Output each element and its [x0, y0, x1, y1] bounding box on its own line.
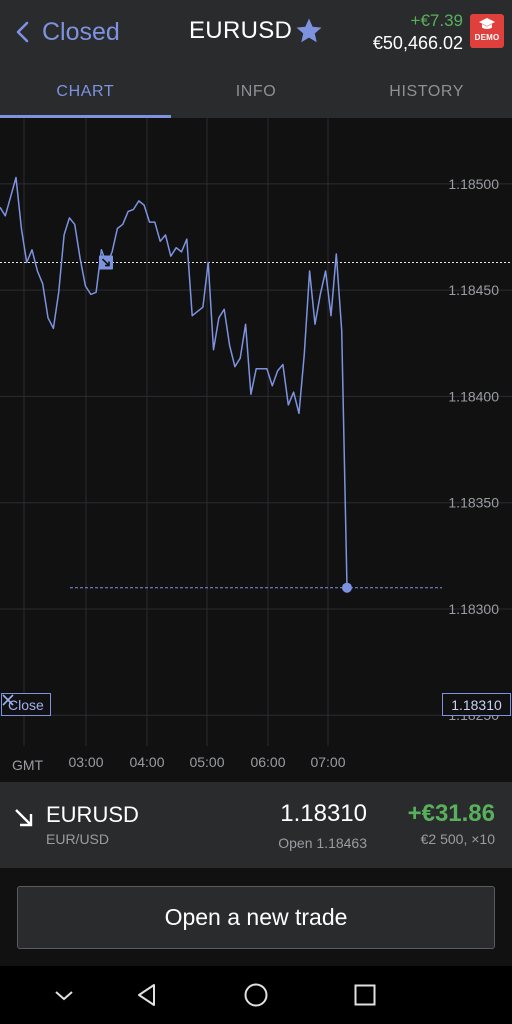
position-pl: +€31.86: [407, 800, 495, 827]
close-label: Close: [8, 696, 44, 713]
y-tick-label: 1.18500: [448, 176, 499, 192]
x-tick-label: 05:00: [189, 754, 224, 770]
position-symbol: EURUSD: [46, 802, 139, 827]
open-new-trade-button[interactable]: Open a new trade: [17, 886, 495, 949]
sell-direction-icon: [12, 806, 36, 830]
y-tick-label: 1.18350: [448, 495, 499, 511]
demo-label: DEMO: [474, 33, 500, 42]
x-tick-label: 03:00: [68, 754, 103, 770]
tab-chart[interactable]: CHART: [0, 66, 171, 118]
position-open-price: Open 1.18463: [278, 835, 367, 851]
x-tick-label: 07:00: [310, 754, 345, 770]
tab-bar: CHART INFO HISTORY: [0, 66, 512, 118]
price-series-line: [0, 176, 348, 588]
y-tick-label: 1.18450: [448, 282, 499, 298]
timezone-label: GMT: [12, 757, 44, 773]
account-balance: €50,466.02: [372, 33, 463, 53]
close-position-button[interactable]: Close: [1, 693, 51, 716]
trade-area: Open a new trade: [0, 868, 512, 966]
nav-home-icon[interactable]: [243, 982, 269, 1008]
account-pl: +€7.39: [410, 11, 463, 30]
sell-arrow-icon: [101, 258, 110, 267]
system-navigation-bar: [0, 966, 512, 1024]
tab-info[interactable]: INFO: [235, 83, 277, 100]
chevron-left-icon: [10, 14, 34, 50]
back-button[interactable]: Closed: [10, 14, 120, 50]
chart-canvas: 1.185001.184501.184001.183501.183001.182…: [0, 118, 512, 773]
y-tick-label: 1.18300: [448, 601, 499, 617]
account-summary[interactable]: +€7.39 €50,466.02: [373, 10, 463, 54]
demo-badge[interactable]: DEMO: [470, 14, 504, 48]
price-chart[interactable]: 1.185001.184501.184001.183501.183001.182…: [0, 118, 512, 892]
position-summary[interactable]: EURUSD EUR/USD 1.18310 Open 1.18463 +€31…: [0, 782, 512, 868]
position-current-price: 1.18310: [280, 800, 367, 827]
position-pair: EUR/USD: [46, 831, 110, 847]
tab-history[interactable]: HISTORY: [389, 83, 465, 100]
instrument-title: EURUSD: [189, 17, 293, 44]
app-header: Closed EURUSD +€7.39 €50,466.02 DEMO: [0, 0, 512, 66]
current-price-tag: 1.18310: [442, 693, 511, 716]
last-price-dot: [342, 582, 352, 593]
nav-recents-icon[interactable]: [352, 982, 378, 1008]
nav-back-icon[interactable]: [134, 982, 160, 1008]
chevron-down-icon[interactable]: [51, 982, 77, 1008]
close-icon: [2, 694, 14, 706]
x-tick-label: 06:00: [250, 754, 285, 770]
favorite-star-icon[interactable]: [294, 16, 324, 46]
graduation-cap-icon: [479, 18, 495, 29]
position-size: €2 500, ×10: [420, 831, 495, 847]
x-tick-label: 04:00: [129, 754, 164, 770]
y-tick-label: 1.18400: [448, 388, 499, 404]
back-label: Closed: [42, 17, 120, 46]
